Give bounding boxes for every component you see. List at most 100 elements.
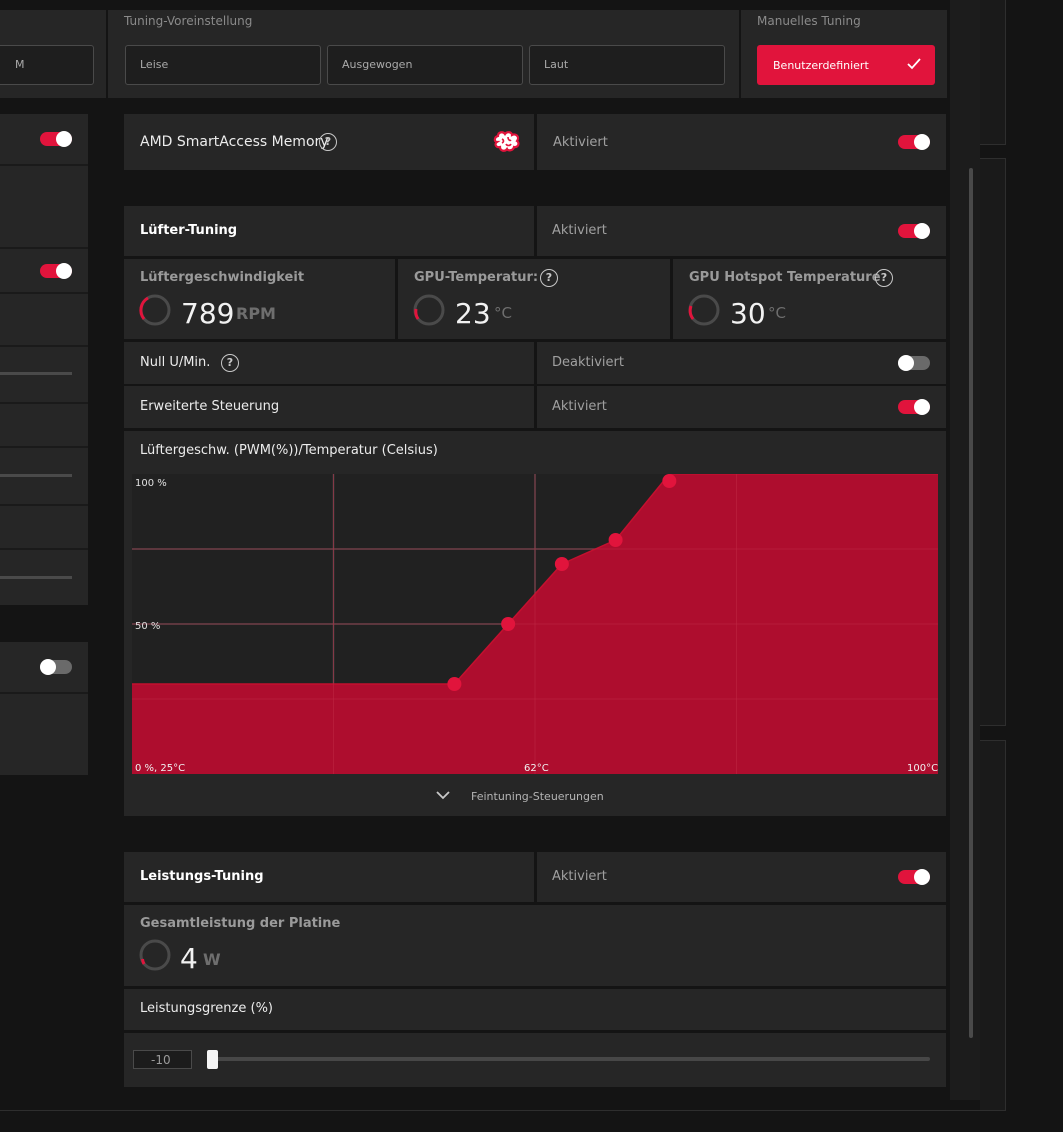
sam-toggle[interactable] bbox=[898, 134, 930, 150]
hotspot-temp-label: GPU Hotspot Temperature bbox=[689, 270, 881, 285]
advanced-label: Erweiterte Steuerung bbox=[140, 399, 280, 414]
divider bbox=[0, 292, 88, 294]
preset-ausgewogen-button[interactable]: Ausgewogen bbox=[327, 45, 523, 85]
divider bbox=[0, 345, 88, 347]
preset-button-partial[interactable]: M bbox=[0, 45, 94, 85]
gpu-temp-metric bbox=[398, 259, 670, 339]
power-limit-slider-thumb[interactable] bbox=[207, 1050, 218, 1069]
board-power-metric bbox=[124, 905, 946, 986]
toggle-knob bbox=[914, 399, 930, 415]
power-limit-input[interactable]: -10 bbox=[133, 1050, 192, 1069]
zero-rpm-status-cell bbox=[537, 342, 946, 384]
fan-speed-unit: RPM bbox=[236, 304, 276, 323]
power-toggle[interactable] bbox=[898, 869, 930, 885]
fine-tuning-label: Feintuning-Steuerungen bbox=[471, 790, 604, 803]
fan-speed-metric bbox=[124, 259, 395, 339]
zero-rpm-label-cell bbox=[124, 342, 534, 384]
sam-status-cell bbox=[537, 114, 946, 170]
fan-curve-point-4[interactable] bbox=[608, 533, 623, 547]
power-limit-header bbox=[124, 989, 946, 1030]
fan-curve-chart[interactable]: 100 % 50 % 0 %, 25°C 62°C 100°C bbox=[132, 474, 938, 774]
fan-curve-point-1[interactable] bbox=[447, 677, 462, 691]
fan-title: Lüfter-Tuning bbox=[140, 223, 238, 238]
board-power-gauge-icon bbox=[139, 939, 171, 971]
hotspot-temp-value: 30 bbox=[730, 297, 766, 330]
gpu-temp-unit: °C bbox=[494, 304, 512, 322]
hotspot-help-icon[interactable]: ? bbox=[875, 269, 893, 287]
gpu-temp-label: GPU-Temperatur: bbox=[414, 270, 539, 285]
sam-status: Aktiviert bbox=[553, 135, 608, 150]
x-tick-100: 100°C bbox=[907, 763, 938, 774]
fine-tuning-toggle[interactable]: Feintuning-Steuerungen bbox=[124, 780, 946, 814]
bottom-divider bbox=[0, 1110, 1006, 1111]
toggle-knob bbox=[914, 223, 930, 239]
y-tick-50: 50 % bbox=[135, 621, 160, 632]
left-toggle-2[interactable] bbox=[40, 263, 72, 279]
custom-tuning-label: Benutzerdefiniert bbox=[773, 59, 869, 72]
divider bbox=[0, 247, 88, 249]
fan-curve-point-3[interactable] bbox=[554, 557, 569, 571]
toggle-knob bbox=[914, 869, 930, 885]
right-edge-panel bbox=[980, 740, 1006, 1110]
curve-title: Lüftergeschw. (PWM(%))/Temperatur (Celsi… bbox=[140, 443, 438, 458]
fan-speed-label: Lüftergeschwindigkeit bbox=[140, 270, 305, 285]
scrollbar[interactable] bbox=[969, 168, 973, 1038]
fan-curve-point-2[interactable] bbox=[501, 617, 516, 631]
gpu-temp-help-icon[interactable]: ? bbox=[540, 269, 558, 287]
left-slider-track-2[interactable] bbox=[0, 474, 72, 477]
left-toggle-1[interactable] bbox=[40, 131, 72, 147]
fan-speed-value: 789 bbox=[181, 297, 235, 330]
divider bbox=[0, 692, 88, 694]
toggle-knob bbox=[40, 659, 56, 675]
divider bbox=[0, 504, 88, 506]
fan-status-cell bbox=[537, 206, 946, 256]
right-edge-panel bbox=[980, 158, 1006, 726]
hotspot-temp-metric bbox=[673, 259, 946, 339]
x-tick-62: 62°C bbox=[524, 763, 549, 774]
right-scroll-region bbox=[950, 0, 980, 1100]
hotspot-temp-unit: °C bbox=[768, 304, 786, 322]
toggle-knob bbox=[56, 263, 72, 279]
y-tick-100: 100 % bbox=[135, 478, 167, 489]
toggle-knob bbox=[898, 355, 914, 371]
power-header-cell bbox=[124, 852, 534, 902]
fan-status: Aktiviert bbox=[552, 223, 607, 238]
zero-rpm-status: Deaktiviert bbox=[552, 355, 624, 370]
power-limit-slider-track[interactable] bbox=[212, 1057, 930, 1061]
preset-leise-button[interactable]: Leise bbox=[125, 45, 321, 85]
left-slider-track-3[interactable] bbox=[0, 576, 72, 579]
power-title: Leistungs-Tuning bbox=[140, 869, 264, 884]
zero-rpm-toggle[interactable] bbox=[898, 355, 930, 371]
fan-toggle[interactable] bbox=[898, 223, 930, 239]
fan-header-cell bbox=[124, 206, 534, 256]
right-edge-panel bbox=[980, 0, 1006, 145]
custom-tuning-button[interactable]: Benutzerdefiniert bbox=[757, 45, 935, 85]
sam-help-icon[interactable]: ? bbox=[319, 133, 337, 151]
board-power-value: 4 bbox=[180, 942, 198, 975]
gpu-temp-gauge-icon bbox=[413, 294, 445, 326]
tuning-preset-label: Tuning-Voreinstellung bbox=[124, 14, 253, 28]
divider bbox=[0, 548, 88, 550]
power-limit-value: -10 bbox=[151, 1053, 171, 1067]
sam-label: AMD SmartAccess Memory bbox=[140, 134, 329, 150]
hotspot-gauge-icon bbox=[688, 294, 720, 326]
advanced-status: Aktiviert bbox=[552, 399, 607, 414]
divider bbox=[0, 164, 88, 166]
preset-label: M bbox=[15, 58, 25, 71]
left-slider-track-1[interactable] bbox=[0, 372, 72, 375]
preset-laut-button[interactable]: Laut bbox=[529, 45, 725, 85]
advanced-status-cell bbox=[537, 386, 946, 428]
toggle-knob bbox=[914, 134, 930, 150]
advanced-toggle[interactable] bbox=[898, 399, 930, 415]
zero-rpm-help-icon[interactable]: ? bbox=[221, 354, 239, 372]
left-panel-1 bbox=[0, 114, 88, 605]
chevron-down-icon bbox=[436, 791, 450, 800]
manual-tuning-label: Manuelles Tuning bbox=[757, 14, 861, 28]
fan-curve-point-5[interactable] bbox=[662, 474, 677, 488]
board-power-label: Gesamtleistung der Platine bbox=[140, 916, 341, 931]
power-limit-label: Leistungsgrenze (%) bbox=[140, 1001, 273, 1016]
left-toggle-3[interactable] bbox=[40, 659, 72, 675]
advanced-label-cell bbox=[124, 386, 534, 428]
toggle-knob bbox=[56, 131, 72, 147]
divider bbox=[0, 446, 88, 448]
